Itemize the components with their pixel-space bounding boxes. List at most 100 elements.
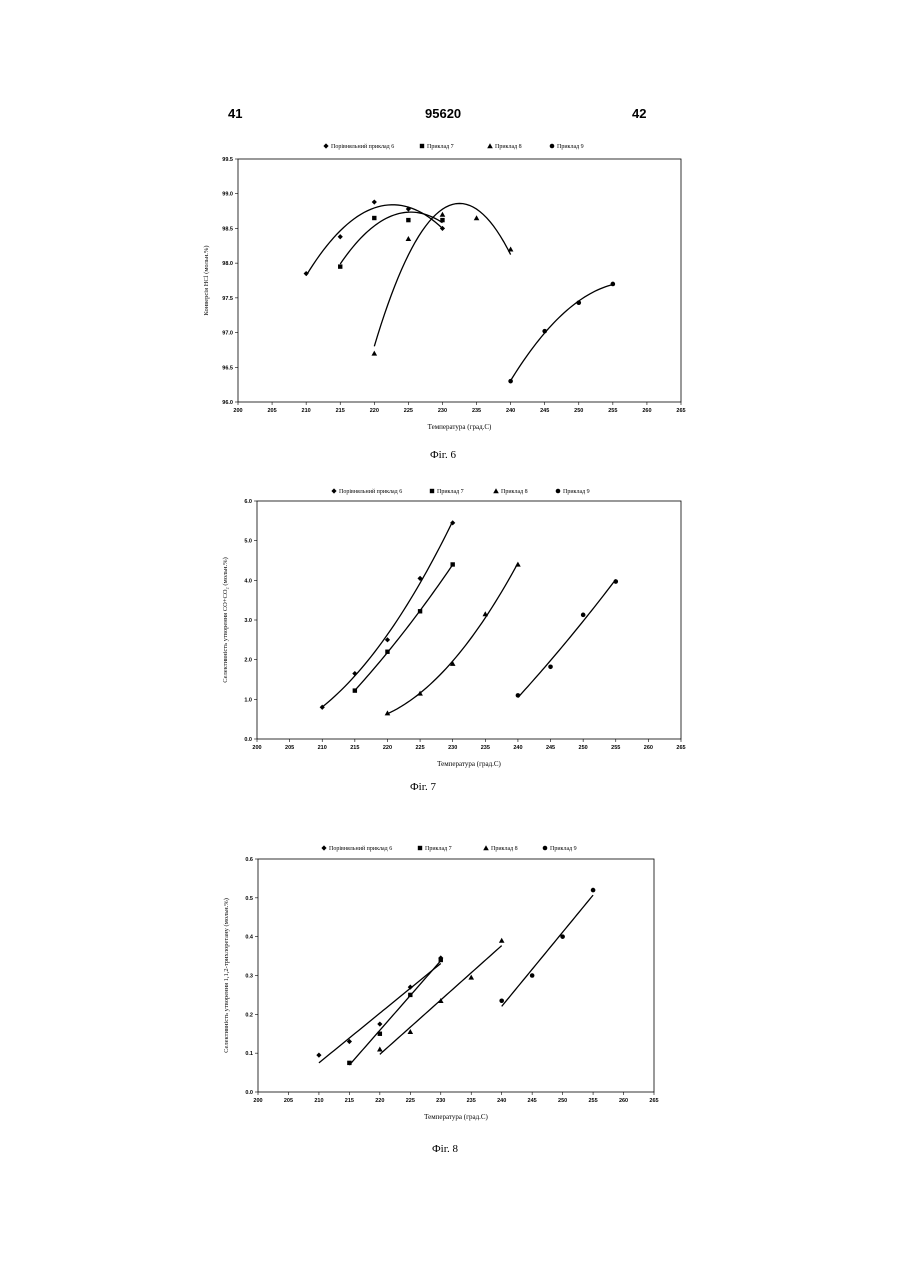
chart-fig8: Порівняльний приклад 6Приклад 7Приклад 8…: [0, 838, 901, 1138]
legend-label: Приклад 7: [437, 489, 464, 495]
data-point: [542, 329, 547, 334]
x-tick-label: 205: [285, 745, 294, 751]
series-2: [353, 562, 455, 693]
data-point: [338, 234, 343, 239]
data-point: [613, 579, 618, 584]
x-tick-label: 255: [588, 1098, 597, 1104]
x-axis-title: Температура (град.С): [437, 760, 501, 768]
y-tick-label: 99.0: [222, 192, 233, 198]
x-tick-label: 205: [267, 408, 276, 414]
legend-label: Приклад 8: [495, 144, 522, 150]
series-1: [304, 199, 446, 276]
data-point: [611, 282, 616, 287]
data-point: [516, 693, 521, 698]
x-tick-label: 240: [513, 745, 522, 751]
data-point: [338, 264, 342, 268]
legend-label: Приклад 7: [425, 846, 452, 852]
y-tick-label: 97.0: [222, 331, 233, 337]
legend-marker-triangle: [483, 845, 489, 850]
legend-marker-triangle: [487, 143, 493, 148]
y-axis-title: Конверсія HCl (мольн.%): [203, 245, 210, 315]
x-tick-label: 265: [676, 745, 685, 751]
data-point: [440, 212, 446, 217]
y-tick-label: 0.0: [244, 737, 252, 743]
x-axis-title: Температура (град.С): [424, 1113, 488, 1121]
x-tick-label: 200: [253, 1098, 262, 1104]
y-tick-label: 0.6: [245, 857, 253, 863]
x-tick-label: 230: [438, 408, 447, 414]
x-tick-label: 240: [497, 1098, 506, 1104]
legend-label: Приклад 7: [427, 144, 454, 150]
data-point: [499, 938, 505, 943]
y-axis-title: Селективність утворення 1,1,2-трихлорета…: [223, 898, 230, 1053]
series-4: [516, 579, 618, 697]
series-3: [385, 562, 521, 716]
legend-marker-circle: [556, 489, 561, 494]
legend-label: Приклад 9: [563, 489, 590, 495]
data-point: [499, 998, 504, 1003]
chart-fig7: Порівняльний приклад 6Приклад 7Приклад 8…: [0, 478, 901, 778]
x-tick-label: 250: [579, 745, 588, 751]
trendline: [306, 205, 442, 276]
data-point: [450, 562, 454, 566]
x-tick-label: 265: [649, 1098, 658, 1104]
chart-fig6: Порівняльний приклад 6Приклад 7Приклад 8…: [0, 130, 901, 460]
caption-fig6: Фіг. 6: [383, 449, 503, 461]
caption-fig7: Фіг. 7: [363, 781, 483, 793]
data-point: [581, 613, 586, 618]
legend-label: Приклад 8: [491, 846, 518, 852]
x-tick-label: 200: [252, 745, 261, 751]
y-tick-label: 0.3: [245, 974, 253, 980]
x-tick-label: 200: [233, 408, 242, 414]
data-point: [377, 1046, 383, 1051]
legend-marker-diamond: [321, 845, 326, 850]
trendline: [511, 285, 613, 381]
y-tick-label: 3.0: [244, 618, 252, 624]
data-point: [515, 562, 521, 567]
left-page-number: 41: [228, 106, 242, 121]
x-tick-label: 265: [676, 408, 685, 414]
legend-label: Приклад 8: [501, 489, 528, 495]
data-point: [408, 993, 412, 997]
x-tick-label: 250: [574, 408, 583, 414]
y-tick-label: 0.2: [245, 1012, 253, 1018]
x-axis-title: Температура (град.С): [428, 423, 492, 431]
y-tick-label: 97.5: [222, 296, 233, 302]
data-point: [347, 1061, 351, 1065]
data-point: [576, 300, 581, 305]
plot-frame: [258, 859, 654, 1092]
data-point: [508, 379, 513, 384]
x-tick-label: 225: [415, 745, 424, 751]
plot-frame: [257, 501, 681, 739]
data-point: [377, 1021, 382, 1026]
x-tick-label: 220: [375, 1098, 384, 1104]
x-tick-label: 220: [383, 745, 392, 751]
patent-number: 95620: [425, 106, 461, 121]
data-point: [406, 218, 410, 222]
trendline: [355, 565, 453, 691]
x-tick-label: 255: [608, 408, 617, 414]
y-axis-title: Селективність утворення CO+CO₂ (мольн.%): [222, 557, 229, 683]
x-tick-label: 245: [528, 1098, 537, 1104]
x-tick-label: 235: [467, 1098, 476, 1104]
data-point: [560, 934, 565, 939]
data-point: [508, 246, 514, 251]
legend-marker-triangle: [493, 488, 499, 493]
data-point: [418, 609, 422, 613]
data-point: [372, 216, 376, 220]
y-tick-label: 0.4: [245, 935, 254, 941]
y-tick-label: 98.0: [222, 261, 233, 267]
x-tick-label: 230: [448, 745, 457, 751]
x-tick-label: 235: [481, 745, 490, 751]
x-tick-label: 235: [472, 408, 481, 414]
caption-fig8: Фіг. 8: [385, 1143, 505, 1155]
x-tick-label: 255: [611, 745, 620, 751]
data-point: [372, 199, 377, 204]
legend-label: Приклад 9: [557, 144, 584, 150]
data-point: [548, 665, 553, 670]
x-tick-label: 215: [350, 745, 359, 751]
x-tick-label: 230: [436, 1098, 445, 1104]
x-tick-label: 225: [406, 1098, 415, 1104]
x-tick-label: 210: [318, 745, 327, 751]
y-tick-label: 0.1: [245, 1051, 253, 1057]
